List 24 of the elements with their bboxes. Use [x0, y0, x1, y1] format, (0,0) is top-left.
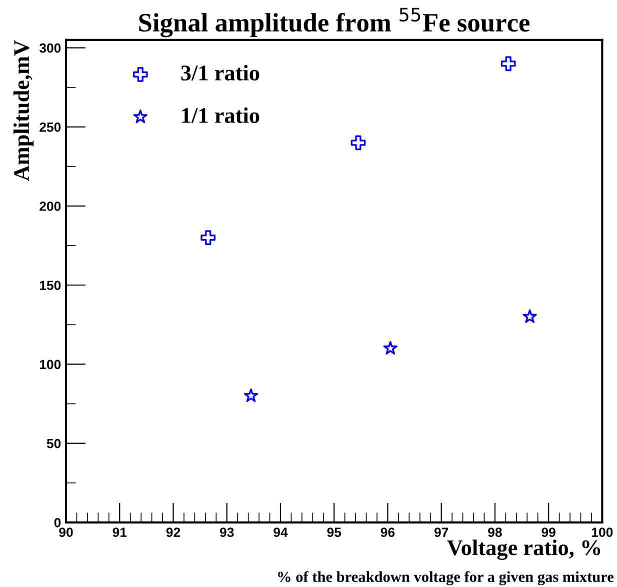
x-axis-title: Voltage ratio, % [447, 540, 600, 560]
x-tick-label: 99 [542, 528, 556, 537]
legend-label: 1/1 ratio [182, 107, 260, 124]
y-tick-label: 50 [46, 438, 61, 448]
x-tick-label: 95 [327, 528, 342, 537]
x-tick-label: 94 [274, 528, 288, 537]
x-tick-label: 91 [112, 528, 127, 537]
y-tick-label: 0 [54, 518, 61, 528]
x-tick-label: 98 [488, 528, 502, 537]
x-tick-label: 93 [220, 528, 234, 537]
chart-title: Signal amplitude from $^{55}$Fe source [139, 8, 530, 38]
y-tick-label: 250 [40, 122, 61, 132]
y-tick-label: 100 [40, 360, 61, 370]
y-tick-label: 300 [39, 43, 61, 53]
y-axis-title: Amplitude,mV [13, 40, 34, 182]
y-tick-label: 200 [40, 202, 61, 211]
text: % of the breakdown voltage for a given gas mixture [278, 571, 614, 586]
x-tick-label: 92 [166, 528, 180, 537]
y-tick-label: 150 [40, 280, 61, 290]
x-tick-label: 90 [59, 528, 73, 537]
x-tick-label: 97 [434, 528, 448, 537]
x-tick-label: 96 [380, 528, 395, 537]
legend-label: 3/1 ratio [181, 64, 260, 81]
x-tick-label: 100 [592, 528, 613, 537]
